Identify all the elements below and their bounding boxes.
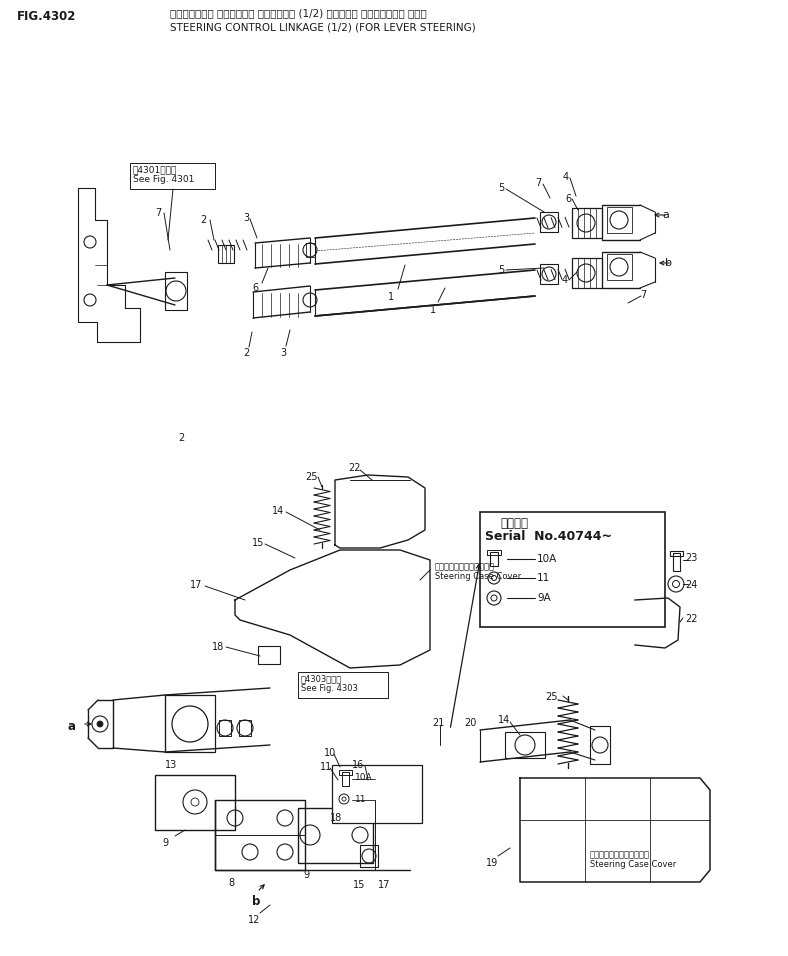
Text: 5: 5 <box>498 183 504 193</box>
Text: 3: 3 <box>280 348 286 358</box>
Text: 10: 10 <box>324 748 336 758</box>
Bar <box>298 672 388 698</box>
Text: 17: 17 <box>190 580 203 590</box>
Text: Serial  No.40744~: Serial No.40744~ <box>485 530 612 543</box>
Bar <box>480 512 665 627</box>
Text: 9A: 9A <box>537 593 551 603</box>
Text: 11: 11 <box>537 573 550 583</box>
Text: 9: 9 <box>303 870 309 880</box>
Bar <box>540 212 558 232</box>
Text: 25: 25 <box>545 692 557 702</box>
Bar <box>590 726 610 764</box>
Text: 11: 11 <box>355 795 366 804</box>
Bar <box>219 720 231 736</box>
Text: 7: 7 <box>640 290 646 300</box>
Text: 適用号機: 適用号機 <box>500 517 528 530</box>
Text: a: a <box>662 210 669 220</box>
Text: 1: 1 <box>430 305 436 315</box>
Text: 12: 12 <box>248 915 260 925</box>
Text: 15: 15 <box>353 880 366 890</box>
Bar <box>607 254 632 280</box>
Text: See Fig. 4303: See Fig. 4303 <box>301 684 358 693</box>
Text: b: b <box>252 895 260 908</box>
Bar <box>607 207 632 233</box>
Text: 第4303図参照: 第4303図参照 <box>301 674 342 683</box>
Text: 6: 6 <box>252 283 258 293</box>
Text: b: b <box>665 258 672 268</box>
Text: 4: 4 <box>563 172 569 182</box>
Circle shape <box>97 721 103 727</box>
Bar <box>130 163 215 189</box>
Text: ステアリング゚ コントロール リンケーシ゚ (1/2) （レパー ステアリング゚ より）: ステアリング゚ コントロール リンケーシ゚ (1/2) （レパー ステアリング… <box>170 8 427 18</box>
Text: 3: 3 <box>243 213 249 223</box>
Bar <box>670 551 683 556</box>
Text: 2: 2 <box>178 433 184 443</box>
Text: Steering Case Cover: Steering Case Cover <box>590 860 676 869</box>
Bar <box>505 732 545 758</box>
Text: 20: 20 <box>464 718 477 728</box>
Bar <box>298 808 373 863</box>
Bar <box>258 646 280 664</box>
Bar <box>572 258 602 288</box>
Bar <box>487 550 501 555</box>
Text: 19: 19 <box>486 858 498 868</box>
Bar <box>360 845 378 867</box>
Text: 7: 7 <box>535 178 541 188</box>
Text: STEERING CONTROL LINKAGE (1/2) (FOR LEVER STEERING): STEERING CONTROL LINKAGE (1/2) (FOR LEVE… <box>170 22 476 32</box>
Text: 4: 4 <box>562 275 568 285</box>
Text: 14: 14 <box>498 715 511 725</box>
Bar <box>218 245 234 263</box>
Text: 8: 8 <box>228 878 234 888</box>
Text: 11: 11 <box>320 762 333 772</box>
Text: 21: 21 <box>432 718 444 728</box>
Bar <box>339 770 352 775</box>
Bar <box>239 720 251 736</box>
Text: 24: 24 <box>685 580 697 590</box>
Text: 22: 22 <box>685 614 697 624</box>
Bar <box>306 243 315 257</box>
Text: 2: 2 <box>243 348 249 358</box>
Bar <box>540 264 558 284</box>
Text: 25: 25 <box>305 472 318 482</box>
Text: 15: 15 <box>252 538 265 548</box>
Text: 23: 23 <box>685 553 697 563</box>
Bar <box>490 552 498 566</box>
Text: 17: 17 <box>378 880 390 890</box>
Text: ステアリングケースカバー: ステアリングケースカバー <box>435 562 495 571</box>
Text: 第4301図参照: 第4301図参照 <box>133 165 177 174</box>
Text: 7: 7 <box>155 208 162 218</box>
Text: 5: 5 <box>498 265 504 275</box>
Bar <box>342 772 349 786</box>
Text: See Fig. 4301: See Fig. 4301 <box>133 175 195 184</box>
Text: 13: 13 <box>165 760 177 770</box>
Bar <box>673 553 680 571</box>
Bar <box>165 695 215 752</box>
Text: 6: 6 <box>565 194 571 204</box>
Text: 14: 14 <box>272 506 284 516</box>
Bar <box>332 765 422 823</box>
Text: 10A: 10A <box>355 773 373 782</box>
Text: 16: 16 <box>352 760 364 770</box>
Text: a: a <box>68 720 76 733</box>
Text: Steering Case Cover: Steering Case Cover <box>435 572 521 581</box>
Text: 18: 18 <box>330 813 342 823</box>
Text: 1: 1 <box>388 292 394 302</box>
Bar <box>155 775 235 830</box>
Text: FIG.4302: FIG.4302 <box>17 10 76 23</box>
Text: ステアリングケースカバー: ステアリングケースカバー <box>590 850 650 859</box>
Text: 22: 22 <box>348 463 360 473</box>
Bar <box>165 272 187 310</box>
Bar <box>572 208 602 238</box>
Text: 9: 9 <box>162 838 168 848</box>
Text: 2: 2 <box>200 215 206 225</box>
Bar <box>215 800 305 870</box>
Text: 18: 18 <box>212 642 225 652</box>
Text: 10A: 10A <box>537 554 557 564</box>
